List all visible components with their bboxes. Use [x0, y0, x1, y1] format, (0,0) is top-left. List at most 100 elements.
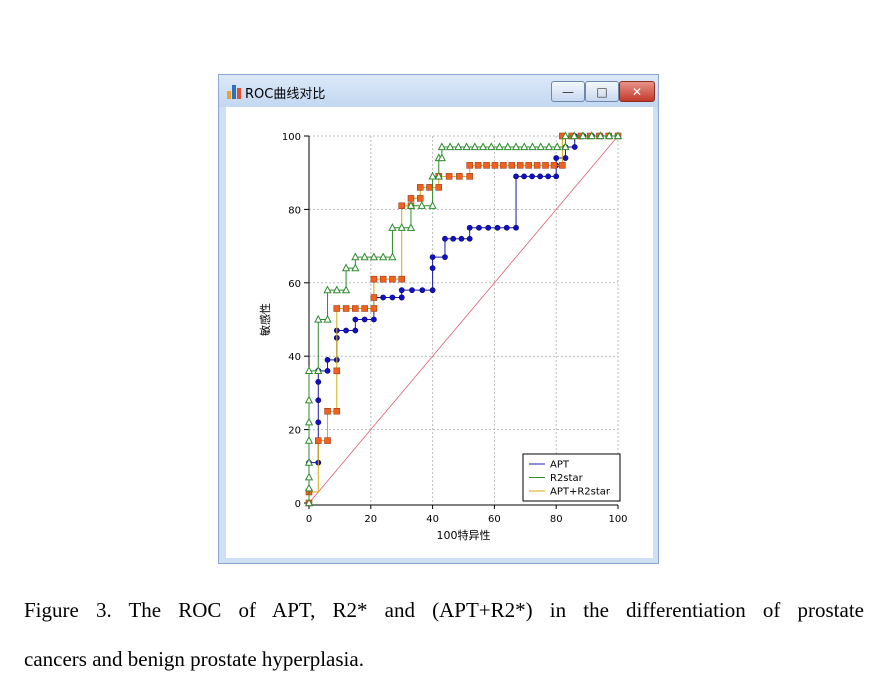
data-point-2-35 — [525, 162, 532, 169]
data-point-1-30 — [437, 153, 447, 162]
data-point-1-1 — [304, 483, 314, 492]
data-point-1-18 — [369, 252, 379, 261]
data-point-0-11 — [324, 367, 331, 374]
figure-caption-line-1: Figure 3. The ROC of APT, R2* and (APT+R… — [24, 598, 864, 622]
data-point-0-36 — [450, 235, 457, 242]
data-point-2-20 — [416, 195, 424, 202]
y-tick-label-5: 100 — [282, 132, 301, 143]
data-point-0-43 — [503, 224, 510, 231]
data-point-2-19 — [407, 195, 415, 202]
data-point-1-20 — [388, 252, 397, 261]
data-point-1-9 — [314, 314, 323, 323]
data-point-2-21 — [416, 184, 424, 191]
data-point-1-42 — [528, 142, 537, 151]
data-point-1-51 — [596, 131, 605, 140]
data-point-1-15 — [351, 263, 360, 272]
data-point-0-19 — [361, 316, 368, 323]
x-tick-label-1: 20 — [364, 514, 377, 525]
data-point-1-3 — [304, 457, 314, 466]
close-button[interactable]: ✕ — [619, 81, 655, 102]
data-point-1-33 — [454, 142, 463, 151]
data-point-2-6 — [333, 367, 341, 375]
roc-chart: 0 20 40 60 80 100 0 20 40 60 80 100 100特异性 敏感性 APT R2st… — [258, 131, 628, 542]
data-point-1-31 — [437, 142, 447, 151]
minimize-button[interactable]: — — [551, 81, 585, 102]
data-point-2-8 — [342, 305, 350, 312]
data-point-1-26 — [428, 201, 437, 209]
data-point-0-35 — [442, 235, 448, 242]
data-point-2-32 — [500, 162, 507, 169]
data-point-1-36 — [478, 142, 488, 151]
data-point-2-38 — [550, 162, 558, 169]
roc-window: ROC曲线对比 — □ ✕ 0 20 40 60 80 100 0 20 40 60 80 100 10… — [218, 74, 659, 564]
data-point-1-35 — [470, 142, 479, 151]
data-point-0-32 — [429, 265, 436, 272]
y-tick-label-4: 80 — [288, 205, 301, 216]
legend-entry-2: APT+R2star — [550, 487, 611, 498]
data-point-2-3 — [324, 437, 331, 444]
legend-entry-1: R2star — [550, 473, 584, 484]
data-point-0-44 — [513, 224, 519, 231]
data-point-1-52 — [605, 131, 614, 140]
data-point-0-50 — [553, 173, 560, 180]
data-point-0-12 — [324, 356, 331, 363]
data-point-1-21 — [388, 223, 397, 231]
data-point-0-46 — [521, 173, 527, 180]
data-point-1-6 — [304, 395, 314, 404]
data-point-2-9 — [352, 305, 359, 312]
y-tick-label-3: 60 — [288, 279, 301, 290]
data-point-2-15 — [389, 275, 396, 283]
data-point-1-23 — [406, 223, 416, 231]
data-point-2-16 — [398, 275, 405, 283]
maximize-button[interactable]: □ — [585, 81, 619, 102]
x-tick-label-0: 0 — [306, 514, 312, 525]
data-point-0-49 — [545, 173, 552, 180]
maximize-icon: □ — [596, 84, 608, 99]
data-point-1-41 — [520, 142, 529, 151]
data-point-1-5 — [304, 417, 314, 426]
data-point-0-39 — [466, 224, 473, 231]
close-icon: ✕ — [631, 84, 643, 99]
y-tick-label-2: 40 — [288, 352, 301, 363]
data-point-2-39 — [559, 162, 566, 169]
data-point-1-48 — [570, 131, 579, 140]
data-point-2-25 — [445, 173, 453, 180]
data-point-2-29 — [474, 162, 482, 169]
data-point-2-37 — [542, 162, 549, 169]
data-point-0-41 — [485, 224, 492, 231]
data-point-1-25 — [417, 201, 426, 209]
data-point-0-6 — [315, 397, 322, 404]
x-tick-label-2: 40 — [426, 514, 439, 525]
data-point-0-48 — [537, 173, 544, 180]
app-icon-bar-1 — [227, 91, 231, 99]
data-point-2-22 — [426, 184, 433, 191]
data-point-1-4 — [304, 435, 314, 444]
data-point-1-11 — [323, 285, 332, 294]
data-point-1-24 — [406, 201, 416, 209]
y-axis-label: 敏感性 — [258, 303, 272, 336]
bar-chart-app-icon — [227, 85, 241, 99]
data-point-1-2 — [304, 472, 314, 481]
data-point-1-44 — [544, 142, 554, 151]
data-point-1-22 — [397, 223, 406, 231]
data-point-1-45 — [553, 142, 562, 151]
data-point-1-37 — [487, 142, 496, 151]
data-point-2-26 — [456, 173, 463, 180]
title-bar[interactable]: ROC曲线对比 — □ ✕ — [219, 75, 658, 107]
data-point-1-39 — [503, 142, 512, 151]
data-point-0-7 — [315, 378, 322, 385]
data-point-1-27 — [428, 171, 437, 180]
data-point-0-16 — [343, 327, 349, 334]
series-1 — [304, 131, 623, 507]
data-point-1-50 — [587, 131, 596, 140]
data-point-2-17 — [398, 202, 405, 209]
data-point-1-47 — [561, 131, 570, 140]
data-point-0-33 — [429, 254, 436, 261]
window-title: ROC曲线对比 — [245, 87, 326, 102]
data-point-1-14 — [341, 263, 351, 272]
data-point-2-36 — [533, 162, 541, 169]
data-point-0-18 — [352, 316, 359, 323]
data-point-0-42 — [494, 224, 501, 231]
data-point-0-34 — [442, 254, 448, 261]
x-tick-label-4: 80 — [550, 514, 563, 525]
